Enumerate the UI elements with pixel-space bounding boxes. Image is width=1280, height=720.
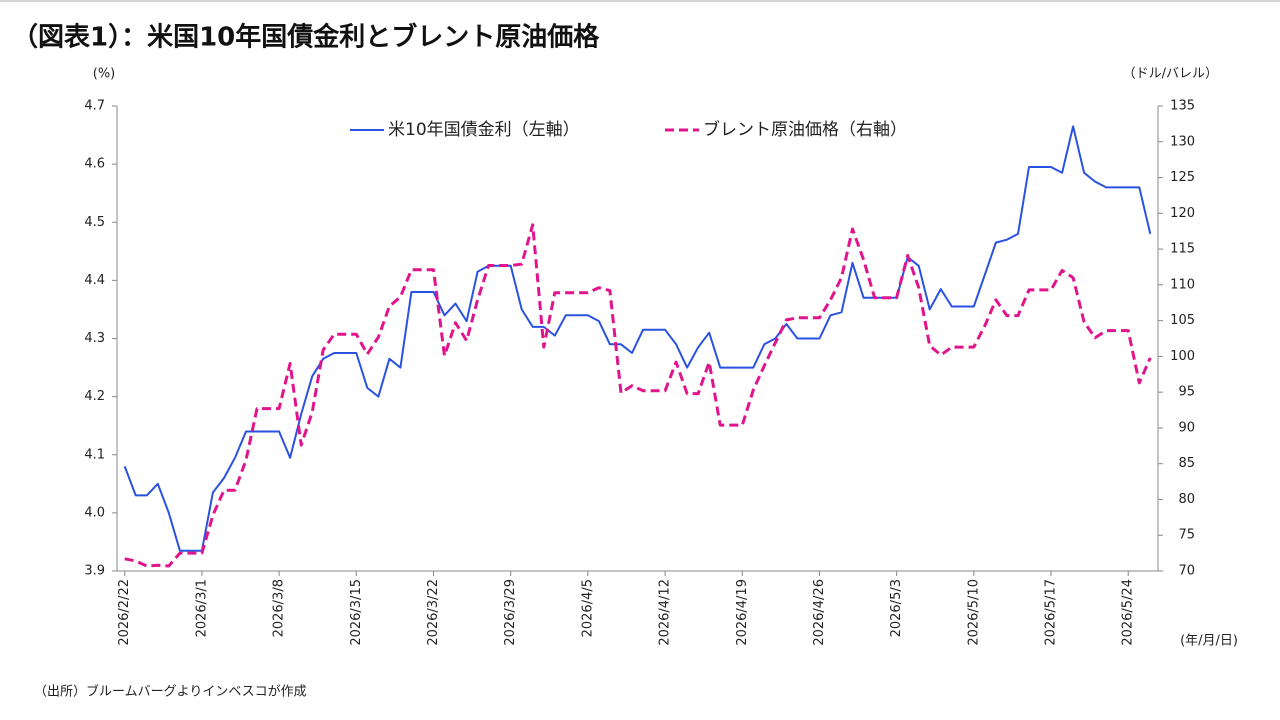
y-tick-label: 3.9 [84,564,105,579]
x-tick-label: 2026/4/26 [812,579,827,646]
x-tick-label: 2026/4/12 [658,579,673,646]
y-tick-label: 4.7 [84,99,105,114]
y2-tick-label: 75 [1178,528,1195,543]
x-tick-label: 2026/2/22 [117,579,132,646]
y2-tick-label: 135 [1170,99,1195,114]
y2-tick-label: 90 [1178,420,1195,435]
y2-tick-label: 105 [1170,313,1195,328]
y-tick-label: 4.6 [84,157,105,172]
y-tick-label: 4.4 [84,273,105,288]
x-tick-label: 2026/4/19 [735,579,750,646]
x-tick-label: 2026/3/8 [272,579,287,637]
y2-tick-label: 125 [1170,170,1195,185]
chart-title: （図表1）：米国10年国債金利とブレント原油価格 [12,22,600,53]
y2-axis-label: （ドル/バレル） [1123,67,1218,82]
x-tick-label: 2026/4/5 [580,579,595,637]
y2-tick-label: 70 [1178,564,1195,579]
x-tick-label: 2026/3/1 [194,579,209,637]
y2-tick-label: 100 [1170,349,1195,364]
series-line [123,125,1152,552]
y2-tick-label: 85 [1178,456,1195,471]
legend-label: 米10年国債金利（左軸） [388,120,580,140]
x-tick-label: 2026/5/10 [966,579,981,646]
x-tick-label: 2026/5/17 [1044,579,1059,646]
y2-tick-label: 130 [1170,134,1195,149]
series-line [124,223,1152,568]
legend-label: ブレント原油価格（右軸） [703,119,907,140]
y-tick-label: 4.0 [84,505,105,520]
y-tick-label: 4.1 [84,447,105,462]
x-axis-label: (年/月/日) [1180,634,1238,649]
y2-tick-label: 120 [1170,206,1195,221]
source-note: （出所）ブルームバーグよりインベスコが作成 [34,684,307,700]
y-tick-label: 4.3 [84,331,105,346]
x-tick-label: 2026/3/15 [349,579,364,646]
y2-tick-label: 110 [1170,277,1195,292]
x-tick-label: 2026/5/24 [1121,579,1136,646]
y2-tick-label: 95 [1178,385,1195,400]
y2-tick-label: 115 [1170,242,1195,257]
y-tick-label: 4.2 [84,389,105,404]
x-tick-label: 2026/5/3 [889,579,904,637]
x-tick-label: 2026/3/22 [426,579,441,646]
y2-tick-label: 80 [1178,492,1195,507]
y-axis-label: (%) [93,67,116,82]
y-tick-label: 4.5 [84,215,105,230]
x-tick-label: 2026/3/29 [503,579,518,646]
